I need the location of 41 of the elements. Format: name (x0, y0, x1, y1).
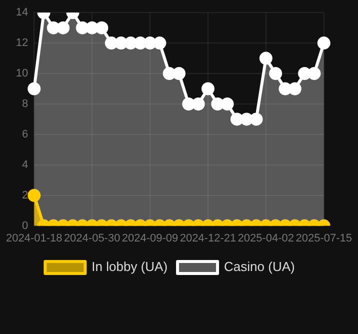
point (269, 67, 282, 80)
point (104, 36, 118, 50)
point (201, 82, 214, 96)
x-tick-label: 2025-04-02 (238, 232, 294, 244)
point (134, 36, 147, 50)
point (172, 67, 186, 80)
point (308, 67, 321, 80)
x-tick-label: 2024-05-30 (64, 232, 120, 244)
point (114, 36, 128, 50)
x-tick-label: 2024-12-21 (180, 232, 236, 244)
y-tick-label: 14 (16, 6, 28, 19)
y-tick-label: 2 (22, 189, 28, 202)
point (211, 97, 224, 110)
point (317, 36, 330, 50)
point (162, 67, 176, 80)
point (250, 112, 263, 126)
legend-label: Casino (UA) (224, 259, 295, 274)
legend-label: In lobby (UA) (92, 259, 168, 274)
point (278, 82, 292, 96)
point (192, 97, 205, 110)
y-tick-label: 4 (22, 158, 28, 171)
point (144, 36, 157, 50)
point (288, 82, 302, 96)
point (298, 67, 312, 80)
point (95, 21, 108, 34)
point (86, 21, 99, 34)
point (220, 97, 234, 110)
x-tick-label: 2024-09-09 (122, 232, 178, 244)
x-tick-label: 2024-01-18 (6, 232, 62, 244)
point (28, 82, 41, 96)
point (182, 97, 196, 110)
point (56, 21, 70, 34)
point (259, 52, 272, 65)
y-tick-label: 12 (16, 37, 28, 50)
y-tick-label: 10 (16, 68, 28, 80)
x-tick-label: 2025-07-15 (296, 232, 352, 244)
point (153, 36, 166, 50)
point (240, 112, 254, 126)
y-tick-label: 6 (22, 128, 28, 140)
y-tick-label: 0 (22, 220, 28, 232)
y-tick-label: 8 (22, 98, 28, 110)
